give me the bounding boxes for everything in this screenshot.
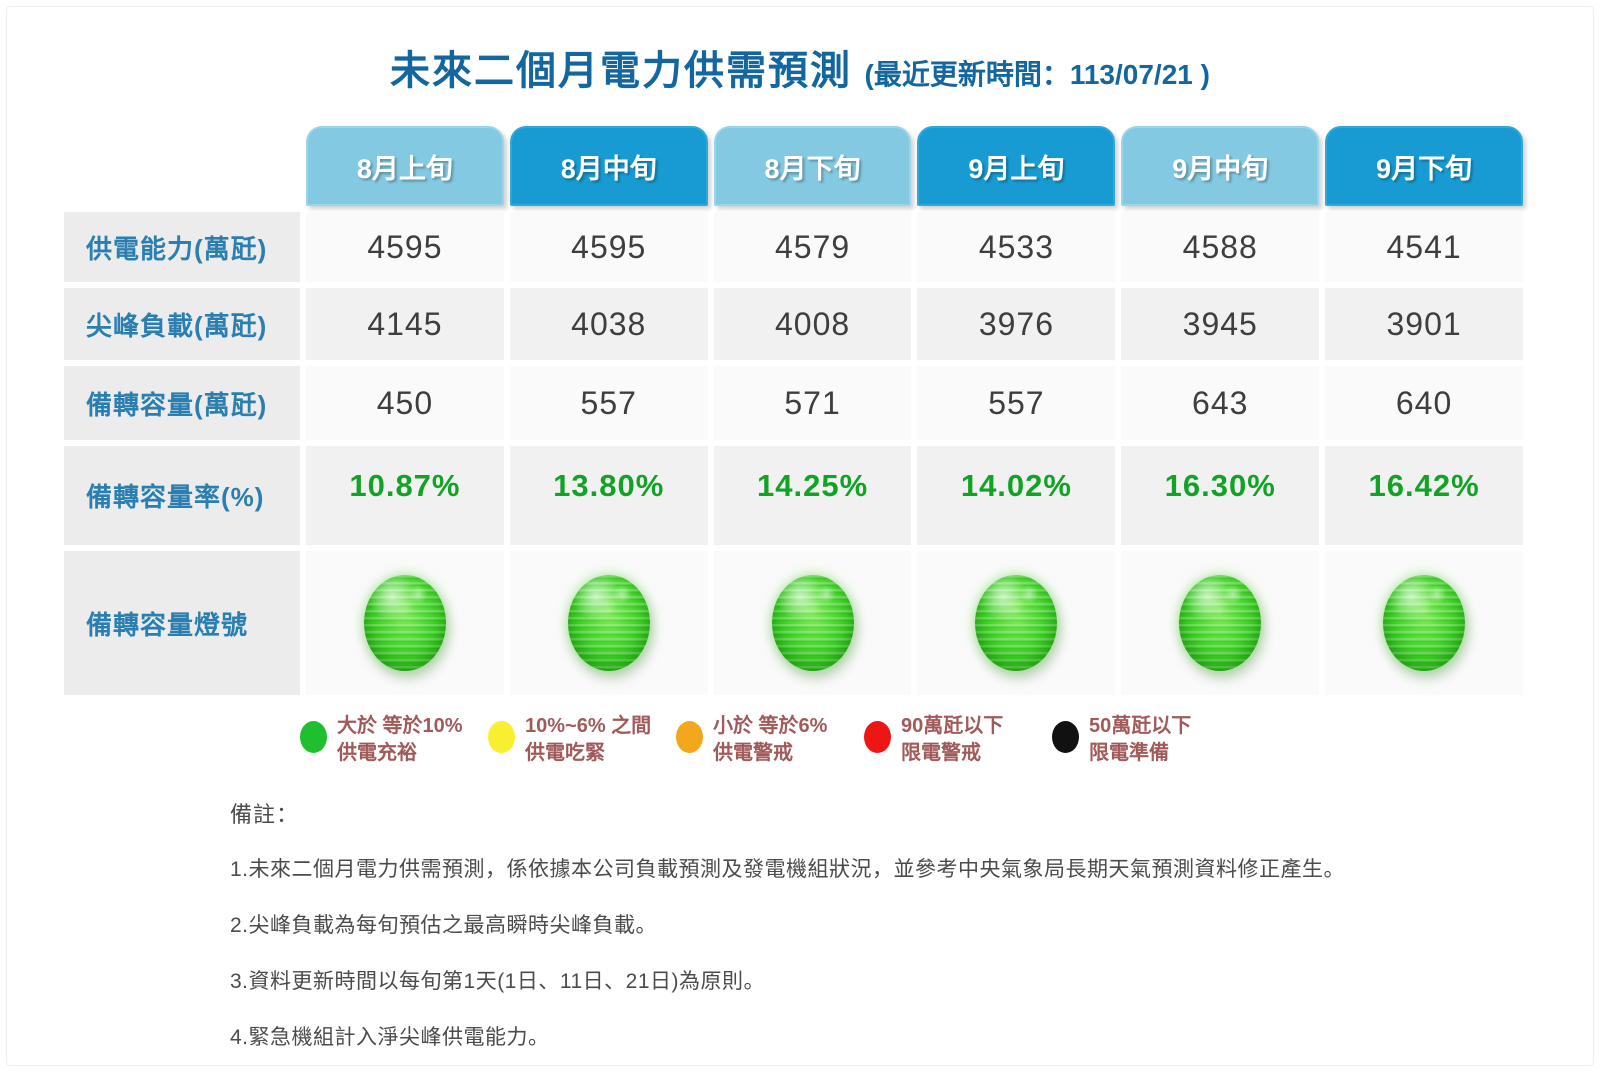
green-status-light-icon bbox=[771, 575, 854, 671]
cell-peak-0: 4145 bbox=[306, 288, 504, 360]
cell-peak-1: 4038 bbox=[509, 288, 708, 360]
cell-peak-2: 4008 bbox=[713, 288, 912, 360]
cell-reserve-1: 557 bbox=[509, 366, 708, 440]
cell-reserve-rate-0: 10.87% bbox=[306, 446, 504, 545]
cell-reserve-rate-3: 14.02% bbox=[917, 446, 1116, 545]
row-label-peak-load: 尖峰負載(萬瓩) bbox=[64, 288, 300, 360]
page-title-update-time: (最近更新時間：113/07/21 ) bbox=[864, 59, 1210, 90]
column-header-aug-early: 8月上旬 bbox=[306, 126, 504, 206]
row-label-reserve-rate: 備轉容量率(%) bbox=[64, 446, 300, 545]
legend-yellow-line1: 10%~6% 之間 bbox=[525, 715, 652, 737]
row-label-supply-capacity: 供電能力(萬瓩) bbox=[64, 212, 300, 282]
cell-reserve-2: 571 bbox=[713, 366, 912, 440]
column-header-sep-mid: 9月中旬 bbox=[1121, 126, 1320, 206]
green-status-light-icon bbox=[363, 575, 446, 671]
legend-orange-line1: 小於 等於6% bbox=[713, 715, 828, 737]
cell-peak-4: 3945 bbox=[1121, 288, 1320, 360]
page-title-main: 未來二個月電力供需預測 bbox=[390, 49, 853, 93]
black-dot-icon bbox=[1052, 721, 1079, 753]
column-header-sep-early: 9月上旬 bbox=[917, 126, 1116, 206]
legend-black-line2: 限電準備 bbox=[1089, 742, 1169, 764]
column-header-aug-mid: 8月中旬 bbox=[509, 126, 708, 206]
green-status-light-icon bbox=[1383, 575, 1466, 671]
cell-light-2 bbox=[713, 551, 912, 695]
forecast-table: 8月上旬 8月中旬 8月下旬 9月上旬 9月中旬 9月下旬 供電能力(萬瓩) 4… bbox=[64, 126, 1523, 695]
green-status-light-icon bbox=[975, 575, 1058, 671]
cell-peak-5: 3901 bbox=[1325, 288, 1523, 360]
yellow-dot-icon bbox=[488, 721, 515, 753]
cell-reserve-rate-4: 16.30% bbox=[1121, 446, 1320, 545]
status-light-legend: 大於 等於10% 供電充裕 10%~6% 之間 供電吃緊 小於 等於6% 供電警… bbox=[300, 713, 1600, 767]
legend-item-green: 大於 等於10% 供電充裕 bbox=[300, 713, 488, 767]
cell-reserve-3: 557 bbox=[917, 366, 1116, 440]
cell-reserve-0: 450 bbox=[306, 366, 504, 440]
note-3: 3.資料更新時間以每旬第1天(1日、11日、21日)為原則。 bbox=[230, 970, 766, 993]
row-label-reserve: 備轉容量(萬瓩) bbox=[64, 366, 300, 440]
cell-supply-2: 4579 bbox=[713, 212, 912, 282]
page-title: 未來二個月電力供需預測 (最近更新時間：113/07/21 ) bbox=[0, 0, 1600, 96]
cell-supply-0: 4595 bbox=[306, 212, 504, 282]
table-corner bbox=[64, 126, 300, 206]
cell-reserve-5: 640 bbox=[1325, 366, 1523, 440]
cell-light-1 bbox=[509, 551, 708, 695]
notes-heading: 備註： bbox=[230, 802, 300, 827]
legend-red-line2: 限電警戒 bbox=[901, 742, 981, 764]
cell-light-3 bbox=[917, 551, 1116, 695]
cell-light-5 bbox=[1325, 551, 1523, 695]
cell-light-0 bbox=[306, 551, 504, 695]
note-1: 1.未來二個月電力供需預測，係依據本公司負載預測及發電機組狀況，並參考中央氣象局… bbox=[230, 858, 1346, 881]
legend-item-orange: 小於 等於6% 供電警戒 bbox=[676, 713, 864, 767]
cell-reserve-rate-1: 13.80% bbox=[509, 446, 708, 545]
notes-section: 備註： 1.未來二個月電力供需預測，係依據本公司負載預測及發電機組狀況，並參考中… bbox=[230, 797, 1600, 1051]
legend-black-line1: 50萬瓩以下 bbox=[1089, 715, 1192, 737]
cell-supply-5: 4541 bbox=[1325, 212, 1523, 282]
legend-red-line1: 90萬瓩以下 bbox=[901, 715, 1004, 737]
legend-green-line1: 大於 等於10% bbox=[337, 715, 463, 737]
legend-green-line2: 供電充裕 bbox=[337, 742, 417, 764]
cell-reserve-4: 643 bbox=[1121, 366, 1320, 440]
cell-supply-4: 4588 bbox=[1121, 212, 1320, 282]
legend-item-yellow: 10%~6% 之間 供電吃緊 bbox=[488, 713, 676, 767]
cell-reserve-rate-2: 14.25% bbox=[713, 446, 912, 545]
red-dot-icon bbox=[864, 721, 891, 753]
row-label-status-light: 備轉容量燈號 bbox=[64, 551, 300, 695]
legend-yellow-line2: 供電吃緊 bbox=[525, 742, 605, 764]
orange-dot-icon bbox=[676, 721, 703, 753]
cell-supply-3: 4533 bbox=[917, 212, 1116, 282]
note-2: 2.尖峰負載為每旬預估之最高瞬時尖峰負載。 bbox=[230, 914, 658, 937]
legend-orange-line2: 供電警戒 bbox=[713, 742, 793, 764]
cell-peak-3: 3976 bbox=[917, 288, 1116, 360]
green-status-light-icon bbox=[567, 575, 650, 671]
legend-item-black: 50萬瓩以下 限電準備 bbox=[1052, 713, 1240, 767]
note-4: 4.緊急機組計入淨尖峰供電能力。 bbox=[230, 1026, 550, 1049]
green-status-light-icon bbox=[1179, 575, 1262, 671]
column-header-sep-late: 9月下旬 bbox=[1325, 126, 1523, 206]
cell-light-4 bbox=[1121, 551, 1320, 695]
cell-reserve-rate-5: 16.42% bbox=[1325, 446, 1523, 545]
green-dot-icon bbox=[300, 721, 327, 753]
cell-supply-1: 4595 bbox=[509, 212, 708, 282]
legend-item-red: 90萬瓩以下 限電警戒 bbox=[864, 713, 1052, 767]
column-header-aug-late: 8月下旬 bbox=[713, 126, 912, 206]
